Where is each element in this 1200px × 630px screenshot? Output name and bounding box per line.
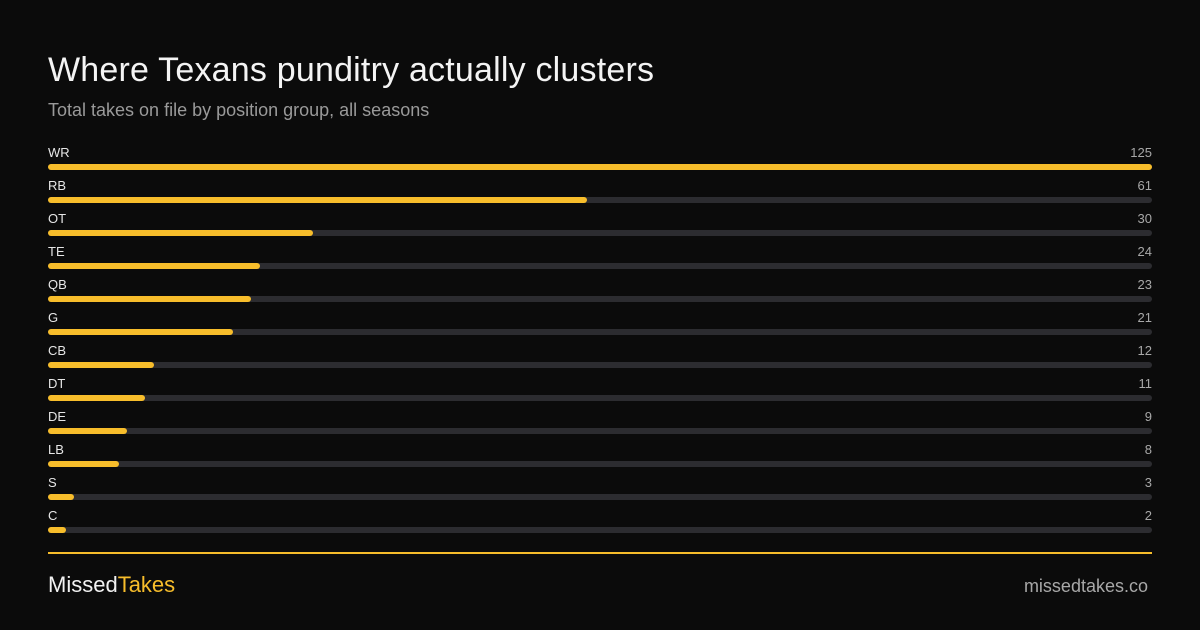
bar-track-de bbox=[48, 428, 1152, 434]
bar-label-te: TE bbox=[48, 244, 65, 259]
bar-row-rb: RB 61 bbox=[48, 175, 1152, 208]
bar-label-cb: CB bbox=[48, 343, 67, 358]
bar-label-qb: QB bbox=[48, 277, 67, 292]
bar-track-ot bbox=[48, 230, 1152, 236]
bar-label-wr: WR bbox=[48, 145, 70, 160]
bar-label-dt: DT bbox=[48, 376, 66, 391]
bar-track-g bbox=[48, 329, 1152, 335]
bar-s bbox=[48, 494, 75, 500]
bar-label-s: S bbox=[48, 475, 57, 490]
bar-te bbox=[48, 263, 260, 269]
bar-track-cb bbox=[48, 362, 1152, 368]
bar-value-s: 3 bbox=[1144, 475, 1152, 490]
bar-label-ot: OT bbox=[48, 211, 67, 226]
bar-value-de: 9 bbox=[1144, 409, 1152, 424]
bar-value-qb: 23 bbox=[1137, 277, 1152, 292]
bar-value-cb: 12 bbox=[1137, 343, 1152, 358]
bar-track-s bbox=[48, 494, 1152, 500]
bar-lb bbox=[48, 461, 119, 467]
bar-track-rb bbox=[48, 197, 1152, 203]
bar-row-wr: WR 125 bbox=[48, 142, 1152, 175]
site-url: missedtakes.co bbox=[1023, 576, 1148, 596]
bar-row-dt: DT 11 bbox=[48, 373, 1152, 406]
brand-name-missed: Missed bbox=[48, 572, 118, 597]
bar-c bbox=[48, 527, 66, 533]
bar-value-te: 24 bbox=[1137, 244, 1152, 259]
bar-track-c bbox=[48, 527, 1152, 533]
bar-wr bbox=[48, 164, 1152, 170]
bar-row-lb: LB 8 bbox=[48, 439, 1152, 472]
bar-g bbox=[48, 329, 234, 335]
bar-qb bbox=[48, 296, 252, 302]
bar-label-lb: LB bbox=[48, 442, 64, 457]
bar-label-c: C bbox=[48, 508, 58, 523]
bar-ot bbox=[48, 230, 313, 236]
bar-row-ot: OT 30 bbox=[48, 208, 1152, 241]
bar-label-de: DE bbox=[48, 409, 67, 424]
bar-row-qb: QB 23 bbox=[48, 274, 1152, 307]
bar-row-te: TE 24 bbox=[48, 241, 1152, 274]
bar-dt bbox=[48, 395, 146, 401]
bar-track-lb bbox=[48, 461, 1152, 467]
bar-label-rb: RB bbox=[48, 178, 67, 193]
bar-value-ot: 30 bbox=[1137, 211, 1152, 226]
bar-value-rb: 61 bbox=[1137, 178, 1152, 193]
bar-row-cb: CB 12 bbox=[48, 340, 1152, 373]
brand-name-takes: Takes bbox=[117, 572, 176, 597]
bar-rb bbox=[48, 197, 587, 203]
bar-track-qb bbox=[48, 296, 1152, 302]
bar-cb bbox=[48, 362, 154, 368]
chart-title: Where Texans punditry actually clusters bbox=[48, 51, 655, 89]
bar-value-c: 2 bbox=[1144, 508, 1152, 523]
bar-row-g: G 21 bbox=[48, 307, 1152, 340]
bar-label-g: G bbox=[48, 310, 59, 325]
bar-value-dt: 11 bbox=[1138, 376, 1153, 391]
bar-track-dt bbox=[48, 395, 1152, 401]
bar-track-te bbox=[48, 263, 1152, 269]
bar-de bbox=[48, 428, 128, 434]
chart-subtitle: Total takes on file by position group, a… bbox=[48, 100, 430, 120]
bar-chart: WR 125 RB 61 OT 30 TE 24 QB 23 G 21 CB 12 DT 11 DE 9 LB 8 S 3… bbox=[48, 142, 1152, 538]
brand-logo: MissedTakes bbox=[48, 572, 175, 598]
bar-value-g: 21 bbox=[1137, 310, 1152, 325]
bar-track-wr bbox=[48, 164, 1152, 170]
bar-value-wr: 125 bbox=[1130, 145, 1152, 160]
footer-divider bbox=[48, 552, 1152, 554]
bar-row-de: DE 9 bbox=[48, 406, 1152, 439]
bar-value-lb: 8 bbox=[1144, 442, 1152, 457]
